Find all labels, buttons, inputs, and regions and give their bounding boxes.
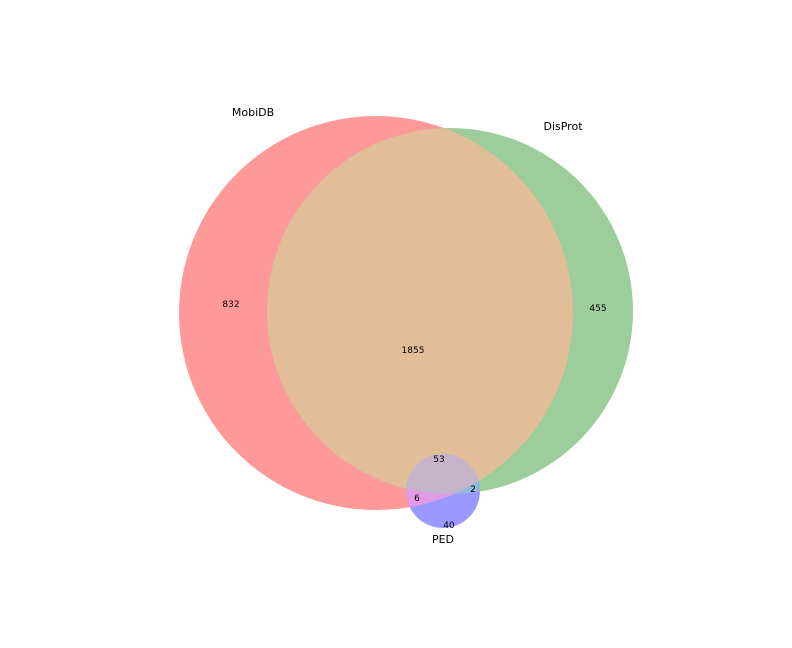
set-label-disprot: DisProt bbox=[543, 120, 583, 133]
region-label-mobidb-disprot-ped: 53 bbox=[433, 455, 444, 465]
region-label-mobidb-only: 832 bbox=[222, 300, 239, 310]
region-label-mobidb-ped: 6 bbox=[414, 494, 420, 504]
region-mobidb-disprot bbox=[267, 128, 573, 494]
region-label-mobidb-disprot: 1855 bbox=[402, 346, 425, 356]
set-label-ped: PED bbox=[432, 533, 454, 546]
region-label-ped-only: 40 bbox=[443, 521, 455, 531]
region-mobidb-disprot-ped bbox=[406, 454, 480, 494]
set-label-mobidb: MobiDB bbox=[232, 106, 274, 119]
region-label-disprot-only: 455 bbox=[589, 304, 606, 314]
region-label-disprot-ped: 2 bbox=[470, 485, 476, 495]
